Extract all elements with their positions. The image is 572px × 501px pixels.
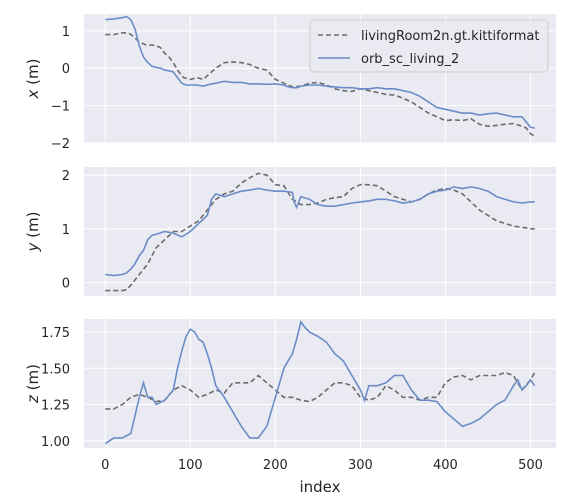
- xtick-label: 0: [101, 458, 109, 473]
- xtick-label: 100: [178, 458, 203, 473]
- panel-z-ytick-label: 1.50: [41, 362, 70, 377]
- panel-y-gt-line: [105, 172, 535, 292]
- panel-y-background: [84, 167, 556, 296]
- panel-z-ytick-label: 1.00: [41, 435, 70, 450]
- panel-z-ylabel: z (m): [24, 364, 42, 404]
- panel-z-background: [84, 319, 556, 448]
- panel-x-ytick-label: 1: [62, 25, 70, 40]
- panel-x-ylabel: x (m): [24, 59, 42, 100]
- panel-x-ytick-label: −2: [51, 137, 70, 152]
- panel-x-ytick-label: 0: [62, 62, 70, 77]
- panel-y-estimate-line: [105, 186, 535, 277]
- panel-x-estimate-line: [105, 15, 535, 129]
- xtick-label: 500: [518, 458, 543, 473]
- xtick-label: 400: [433, 458, 458, 473]
- x-axis-label: index: [299, 478, 340, 496]
- panel-y-ylabel: y (m): [24, 212, 42, 253]
- panel-x-ytick-label: −1: [51, 100, 70, 115]
- panel-y-ytick-label: 0: [62, 277, 70, 292]
- legend-label: orb_sc_living_2: [361, 52, 459, 67]
- panel-z-ytick-label: 1.75: [41, 326, 70, 341]
- xtick-label: 300: [348, 458, 373, 473]
- panel-z-ytick-label: 1.25: [41, 399, 70, 414]
- panel-z-estimate-line: [104, 320, 536, 445]
- panel-y-ytick-label: 2: [62, 169, 70, 184]
- legend-label: livingRoom2n.gt.kittiformat: [361, 29, 539, 44]
- legend-box: [309, 19, 549, 73]
- panel-z-gt-line: [105, 371, 536, 410]
- panel-y-ytick-label: 1: [62, 223, 70, 238]
- xtick-label: 200: [263, 458, 288, 473]
